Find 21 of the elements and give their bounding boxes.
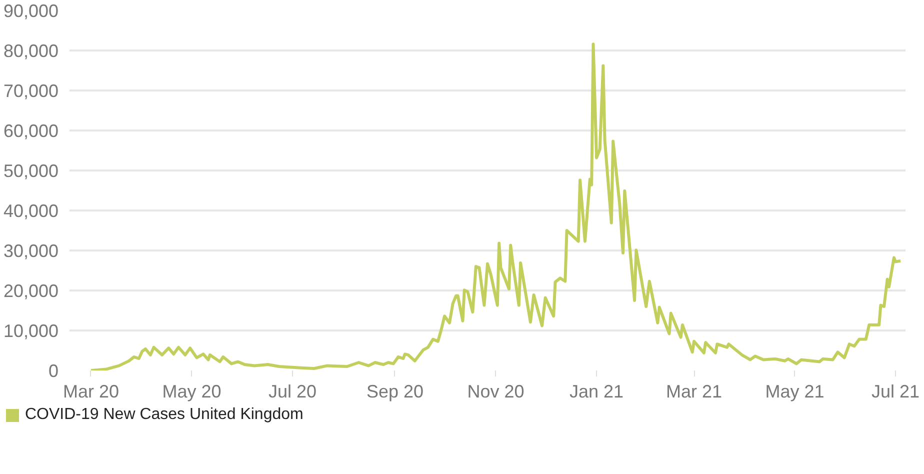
y-tick-label: 10,000 (3, 321, 59, 341)
x-tick-label: Sep 20 (366, 382, 424, 402)
x-tick-label: Mar 20 (62, 382, 119, 402)
x-tick-label: Jan 21 (570, 382, 624, 402)
line-series (89, 42, 902, 370)
y-tick-label: 0 (48, 361, 59, 381)
y-tick-label: 30,000 (3, 241, 59, 261)
y-tick-label: 20,000 (3, 281, 59, 301)
x-tick-label: Mar 21 (666, 382, 722, 402)
x-tick-label: May 20 (162, 382, 222, 402)
y-tick-label: 70,000 (3, 81, 59, 101)
y-tick-label: 90,000 (3, 1, 59, 21)
x-tick-label: May 21 (765, 382, 824, 402)
x-tick-label: Nov 20 (467, 382, 524, 402)
legend-label: COVID-19 New Cases United Kingdom (25, 405, 304, 425)
y-tick-label: 40,000 (3, 201, 59, 221)
y-tick-label: 60,000 (3, 121, 59, 141)
y-tick-label: 50,000 (3, 161, 59, 181)
x-tick-label: Jul 21 (871, 382, 920, 402)
x-tick-label: Jul 20 (268, 382, 317, 402)
y-tick-label: 80,000 (3, 41, 59, 61)
